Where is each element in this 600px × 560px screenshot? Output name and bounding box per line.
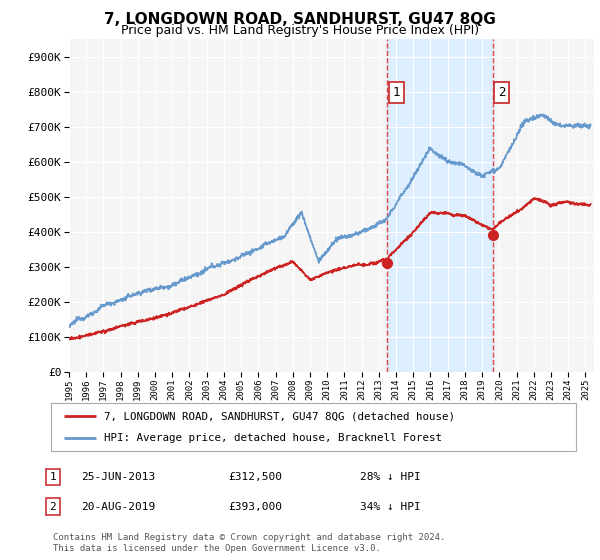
Text: HPI: Average price, detached house, Bracknell Forest: HPI: Average price, detached house, Brac… [104, 433, 442, 443]
Text: Price paid vs. HM Land Registry's House Price Index (HPI): Price paid vs. HM Land Registry's House … [121, 24, 479, 37]
Text: 2: 2 [498, 86, 506, 99]
Text: £312,500: £312,500 [228, 472, 282, 482]
Text: 1: 1 [49, 472, 56, 482]
Text: Contains HM Land Registry data © Crown copyright and database right 2024.
This d: Contains HM Land Registry data © Crown c… [53, 533, 445, 553]
Text: 20-AUG-2019: 20-AUG-2019 [81, 502, 155, 512]
Text: 2: 2 [49, 502, 56, 512]
Text: 25-JUN-2013: 25-JUN-2013 [81, 472, 155, 482]
Text: 28% ↓ HPI: 28% ↓ HPI [360, 472, 421, 482]
Text: 7, LONGDOWN ROAD, SANDHURST, GU47 8QG: 7, LONGDOWN ROAD, SANDHURST, GU47 8QG [104, 12, 496, 27]
Text: 1: 1 [392, 86, 400, 99]
Text: 34% ↓ HPI: 34% ↓ HPI [360, 502, 421, 512]
Bar [387, 39, 493, 372]
Text: £393,000: £393,000 [228, 502, 282, 512]
Text: 7, LONGDOWN ROAD, SANDHURST, GU47 8QG (detached house): 7, LONGDOWN ROAD, SANDHURST, GU47 8QG (d… [104, 411, 455, 421]
